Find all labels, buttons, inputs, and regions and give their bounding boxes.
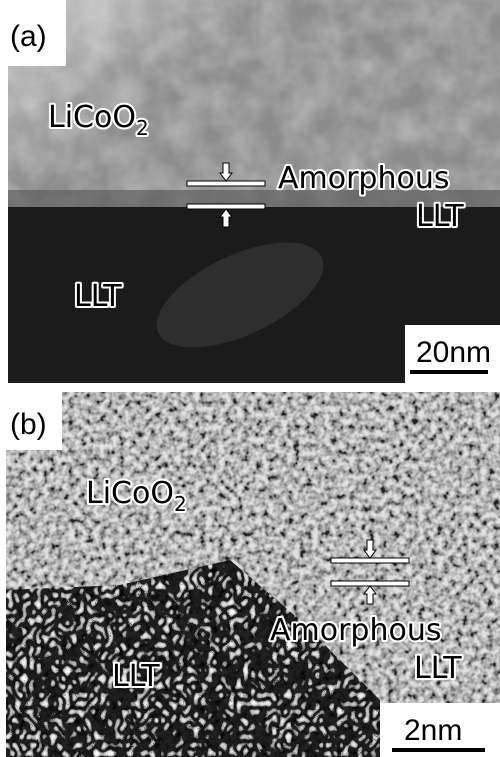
scale-bar: [392, 748, 485, 752]
material-label: LLT: [74, 279, 122, 314]
interface-material: LLT: [416, 199, 464, 234]
interface-label: Amorphous: [278, 161, 450, 196]
scale-label: 2nm: [404, 714, 462, 747]
material-label: LLT: [112, 659, 160, 694]
formula-subscript: 2: [174, 492, 187, 516]
panel-label: (b): [10, 408, 47, 441]
formula: LiCoO: [48, 100, 136, 135]
formula: LiCoO: [86, 476, 174, 511]
panel-label: (a): [10, 20, 47, 53]
scale-bar: [410, 370, 488, 374]
panel-a: (a) LiCoO2 Amorphous LLT LLT 20nm: [0, 0, 500, 383]
scale-label: 20nm: [416, 336, 491, 369]
interface-label: Amorphous: [270, 613, 442, 648]
panel-b: (b) LiCoO2 Amorphous LLT LLT 2nm: [0, 392, 500, 757]
material-label: LiCoO2: [86, 476, 187, 516]
figure: (a) LiCoO2 Amorphous LLT LLT 20nm (b) Li…: [0, 0, 500, 757]
formula-subscript: 2: [136, 116, 149, 140]
interface-material: LLT: [414, 651, 462, 686]
material-label: LiCoO2: [48, 100, 149, 140]
